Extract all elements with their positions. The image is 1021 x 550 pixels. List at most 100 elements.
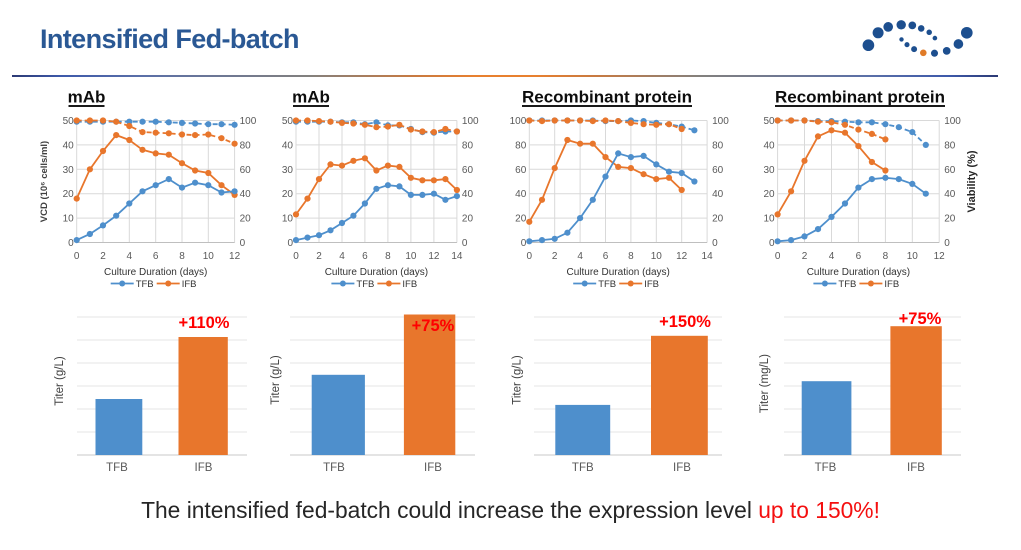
svg-text:IFB: IFB xyxy=(424,462,442,474)
svg-text:20: 20 xyxy=(240,214,252,225)
svg-text:0: 0 xyxy=(775,251,781,262)
svg-text:14: 14 xyxy=(702,251,714,262)
svg-text:TFB: TFB xyxy=(356,279,374,290)
svg-text:40: 40 xyxy=(240,189,252,200)
svg-text:IFB: IFB xyxy=(402,279,417,290)
svg-text:+75%: +75% xyxy=(412,317,455,335)
svg-text:80: 80 xyxy=(462,140,474,151)
svg-text:40: 40 xyxy=(63,140,75,151)
svg-text:mAb: mAb xyxy=(292,88,330,107)
svg-text:80: 80 xyxy=(240,140,252,151)
svg-text:80: 80 xyxy=(712,140,724,151)
svg-text:IFB: IFB xyxy=(182,279,197,290)
svg-text:20: 20 xyxy=(282,189,294,200)
svg-text:100: 100 xyxy=(944,116,961,127)
svg-text:TFB: TFB xyxy=(323,462,345,474)
svg-text:100: 100 xyxy=(240,116,257,127)
svg-text:2: 2 xyxy=(316,251,322,262)
svg-text:0: 0 xyxy=(293,251,299,262)
svg-text:IFB: IFB xyxy=(195,462,213,474)
svg-text:20: 20 xyxy=(462,214,474,225)
svg-text:60: 60 xyxy=(515,165,527,176)
svg-text:0: 0 xyxy=(240,238,246,249)
svg-text:20: 20 xyxy=(712,214,724,225)
svg-text:30: 30 xyxy=(63,165,75,176)
svg-text:40: 40 xyxy=(282,140,294,151)
svg-text:Recombinant protein: Recombinant protein xyxy=(522,88,692,107)
svg-text:30: 30 xyxy=(282,165,294,176)
svg-text:30: 30 xyxy=(763,165,775,176)
svg-text:12: 12 xyxy=(428,251,440,262)
svg-text:10: 10 xyxy=(203,251,215,262)
svg-text:Titer (g/L): Titer (g/L) xyxy=(512,355,524,405)
svg-text:VCD (10⁶ cells/ml): VCD (10⁶ cells/ml) xyxy=(39,141,50,222)
svg-text:10: 10 xyxy=(282,214,294,225)
svg-text:0: 0 xyxy=(287,238,293,249)
svg-text:0: 0 xyxy=(68,238,74,249)
svg-text:0: 0 xyxy=(74,251,80,262)
svg-text:0: 0 xyxy=(462,238,468,249)
svg-text:40: 40 xyxy=(763,140,775,151)
svg-text:+110%: +110% xyxy=(179,314,230,332)
svg-text:TFB: TFB xyxy=(106,462,128,474)
svg-text:40: 40 xyxy=(944,189,956,200)
svg-text:60: 60 xyxy=(462,165,474,176)
svg-text:mAb: mAb xyxy=(68,88,106,107)
svg-text:8: 8 xyxy=(883,251,889,262)
svg-text:50: 50 xyxy=(63,116,75,127)
svg-text:TFB: TFB xyxy=(598,279,616,290)
svg-text:6: 6 xyxy=(362,251,368,262)
svg-text:12: 12 xyxy=(229,251,241,262)
svg-text:100: 100 xyxy=(510,116,527,127)
svg-text:IFB: IFB xyxy=(884,279,899,290)
svg-text:IFB: IFB xyxy=(907,462,925,474)
svg-text:40: 40 xyxy=(515,189,527,200)
svg-text:8: 8 xyxy=(179,251,185,262)
svg-text:14: 14 xyxy=(451,251,463,262)
svg-text:Titer (g/L): Titer (g/L) xyxy=(54,356,66,406)
svg-text:Culture Duration (days): Culture Duration (days) xyxy=(567,267,670,278)
svg-text:4: 4 xyxy=(829,251,835,262)
svg-text:Viability (%): Viability (%) xyxy=(966,150,978,212)
svg-text:10: 10 xyxy=(405,251,417,262)
svg-text:0: 0 xyxy=(527,251,533,262)
svg-text:50: 50 xyxy=(282,116,294,127)
svg-text:+150%: +150% xyxy=(659,313,711,331)
svg-text:20: 20 xyxy=(944,214,956,225)
svg-text:2: 2 xyxy=(552,251,558,262)
svg-text:20: 20 xyxy=(515,214,527,225)
svg-text:4: 4 xyxy=(339,251,345,262)
svg-text:80: 80 xyxy=(515,140,527,151)
svg-text:Culture Duration (days): Culture Duration (days) xyxy=(104,267,207,278)
svg-text:TFB: TFB xyxy=(572,462,594,474)
svg-text:100: 100 xyxy=(712,116,729,127)
svg-text:8: 8 xyxy=(628,251,634,262)
svg-text:6: 6 xyxy=(856,251,862,262)
svg-text:40: 40 xyxy=(462,189,474,200)
svg-text:Titer (g/L): Titer (g/L) xyxy=(270,355,282,405)
svg-text:100: 100 xyxy=(462,116,479,127)
svg-text:IFB: IFB xyxy=(673,462,691,474)
svg-text:20: 20 xyxy=(763,189,775,200)
svg-text:TFB: TFB xyxy=(815,462,837,474)
svg-text:IFB: IFB xyxy=(644,279,659,290)
svg-text:4: 4 xyxy=(127,251,133,262)
svg-text:60: 60 xyxy=(712,165,724,176)
svg-text:0: 0 xyxy=(944,238,950,249)
svg-text:60: 60 xyxy=(944,165,956,176)
svg-text:0: 0 xyxy=(521,238,527,249)
svg-text:50: 50 xyxy=(763,116,775,127)
svg-text:+75%: +75% xyxy=(899,310,942,328)
svg-text:4: 4 xyxy=(577,251,583,262)
svg-text:40: 40 xyxy=(712,189,724,200)
svg-text:20: 20 xyxy=(63,189,75,200)
svg-text:0: 0 xyxy=(712,238,718,249)
svg-text:6: 6 xyxy=(603,251,609,262)
svg-text:10: 10 xyxy=(907,251,919,262)
svg-text:12: 12 xyxy=(676,251,688,262)
svg-text:TFB: TFB xyxy=(136,279,154,290)
svg-text:10: 10 xyxy=(763,214,775,225)
svg-text:Culture Duration (days): Culture Duration (days) xyxy=(807,267,910,278)
svg-text:Titer (mg/L): Titer (mg/L) xyxy=(759,354,771,413)
svg-text:10: 10 xyxy=(651,251,663,262)
